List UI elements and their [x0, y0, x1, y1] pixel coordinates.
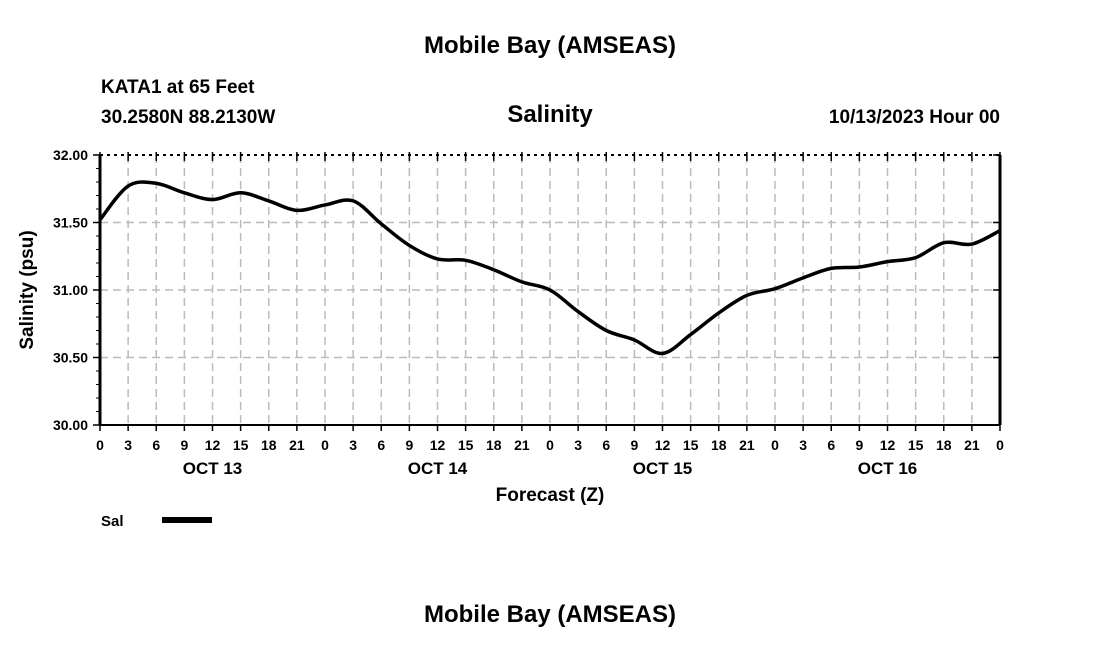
date-label: OCT 14: [408, 459, 468, 478]
x-tick-label: 3: [799, 437, 807, 453]
x-tick-label: 12: [655, 437, 671, 453]
x-tick-label: 9: [405, 437, 413, 453]
x-tick-label: 6: [602, 437, 610, 453]
legend-swatch: [162, 517, 212, 523]
y-axis-label: Salinity (psu): [17, 230, 38, 349]
x-tick-label: 0: [771, 437, 779, 453]
x-tick-label: 18: [486, 437, 502, 453]
y-tick-label: 30.00: [53, 417, 88, 433]
grid: [100, 155, 1000, 425]
legend-label: Sal: [101, 513, 124, 530]
x-tick-label: 3: [349, 437, 357, 453]
x-tick-label: 9: [855, 437, 863, 453]
x-axis-label: Forecast (Z): [496, 485, 605, 506]
x-tick-label: 21: [964, 437, 980, 453]
date-label: OCT 16: [858, 459, 918, 478]
date-label: OCT 13: [183, 459, 243, 478]
x-tick-label: 12: [430, 437, 446, 453]
y-tick-label: 31.00: [53, 282, 88, 298]
x-tick-label: 21: [514, 437, 530, 453]
x-tick-label: 15: [908, 437, 924, 453]
x-tick-label: 0: [996, 437, 1004, 453]
run-time: 10/13/2023 Hour 00: [828, 107, 1000, 128]
station-coordinates: 30.2580N 88.2130W: [101, 107, 276, 128]
x-tick-label: 0: [546, 437, 554, 453]
series: [98, 180, 1001, 356]
main-title: Mobile Bay (AMSEAS): [423, 32, 677, 59]
ticks: 0 3 6 9 12 15 18 21 0 3 6 9 12 15 18 21 0 3 6 9 12 15 18 21 0 3 6 9…: [53, 147, 1004, 478]
x-tick-label: 18: [261, 437, 277, 453]
x-tick-label: 9: [180, 437, 188, 453]
x-tick-label: 12: [205, 437, 221, 453]
x-tick-label: 0: [321, 437, 329, 453]
x-tick-label: 12: [880, 437, 896, 453]
bottom-title: Mobile Bay (AMSEAS): [423, 601, 677, 628]
x-tick-label: 21: [739, 437, 755, 453]
x-tick-label: 18: [936, 437, 952, 453]
x-tick-label: 21: [289, 437, 305, 453]
station-label: KATA1 at 65 Feet: [101, 77, 255, 98]
date-label: OCT 15: [633, 459, 693, 478]
x-tick-label: 3: [124, 437, 132, 453]
y-tick-label: 30.50: [53, 350, 88, 366]
x-tick-label: 15: [683, 437, 699, 453]
x-tick-label: 6: [152, 437, 160, 453]
x-tick-label: 9: [630, 437, 638, 453]
x-tick-label: 18: [711, 437, 727, 453]
x-tick-label: 0: [96, 437, 104, 453]
x-tick-label: 15: [233, 437, 249, 453]
y-tick-label: 31.50: [53, 215, 88, 231]
chart-title: Salinity: [507, 101, 593, 128]
x-tick-label: 6: [827, 437, 835, 453]
x-tick-label: 15: [458, 437, 474, 453]
x-tick-label: 3: [574, 437, 582, 453]
y-tick-label: 32.00: [53, 147, 88, 163]
x-tick-label: 6: [377, 437, 385, 453]
